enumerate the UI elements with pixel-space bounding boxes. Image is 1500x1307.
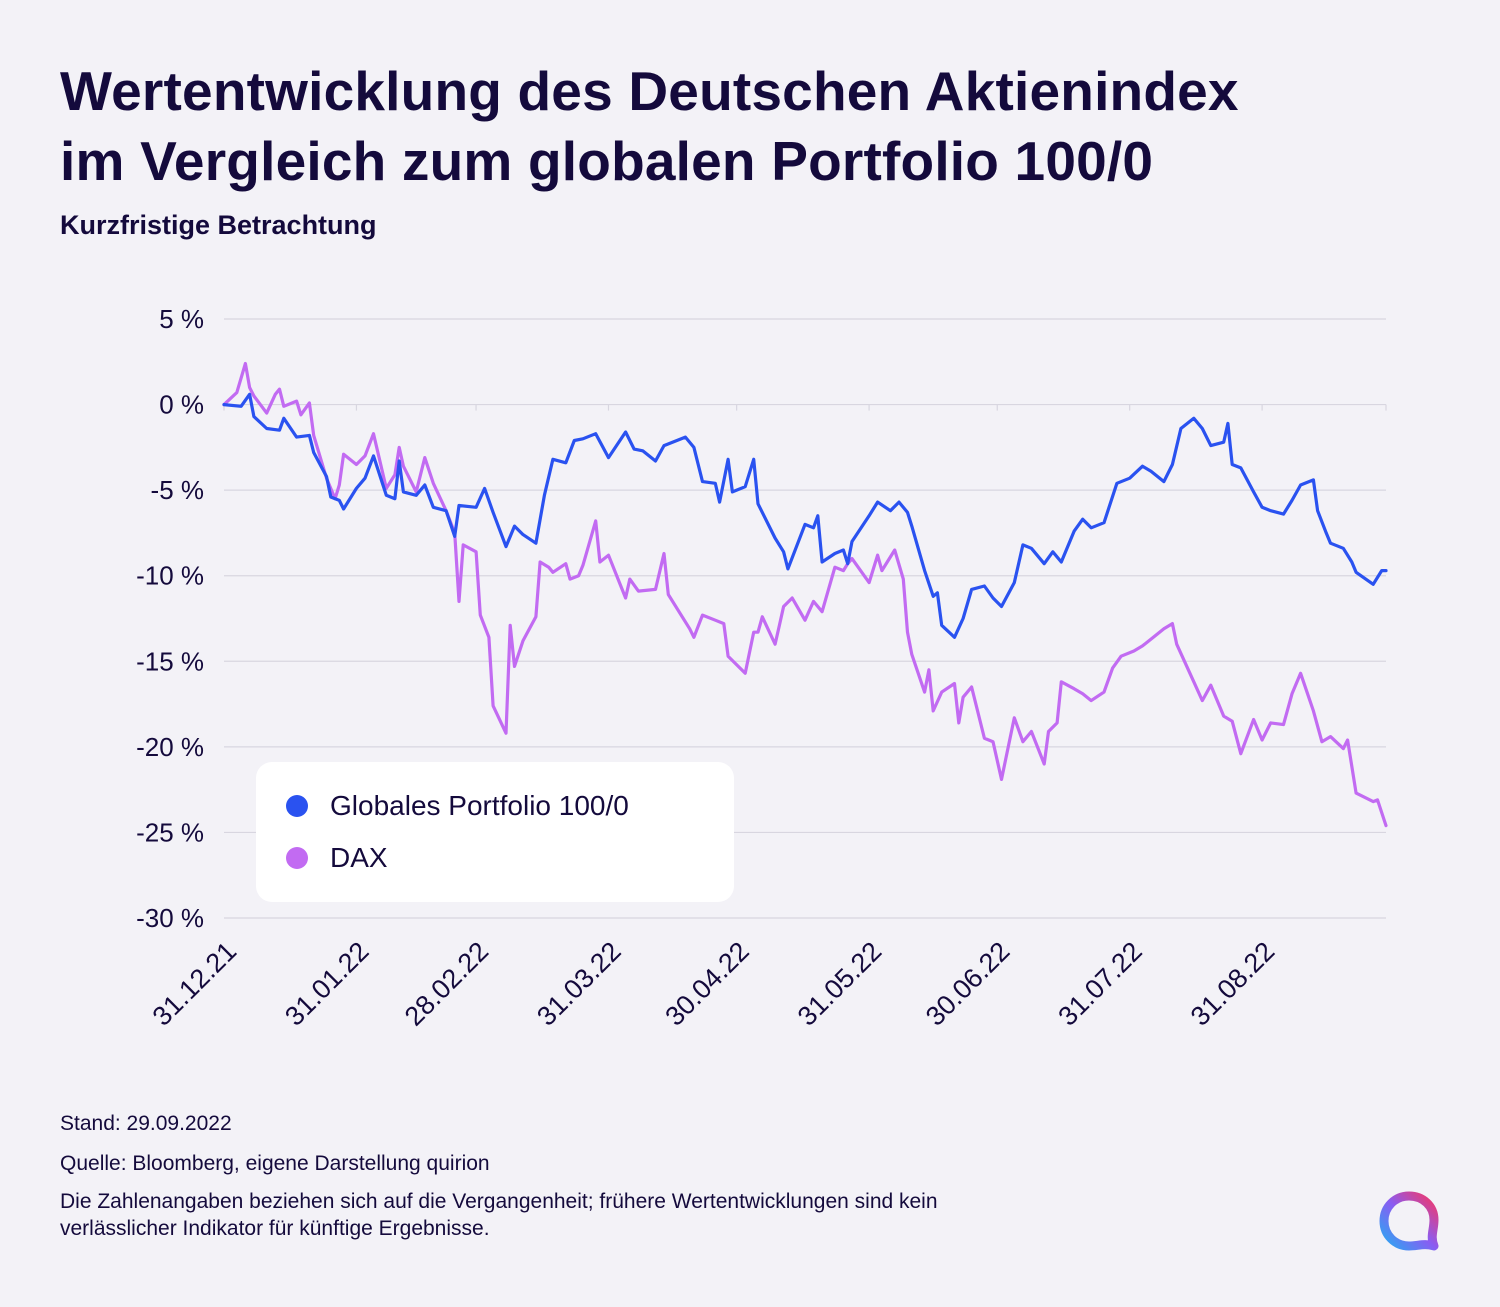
- x-tick-label: 31.08.22: [1185, 936, 1281, 1032]
- chart-legend: Globales Portfolio 100/0 DAX: [256, 762, 734, 902]
- footer-disclaimer-line-1: Die Zahlenangaben beziehen sich auf die …: [60, 1190, 938, 1213]
- chart-title-line-1: Wertentwicklung des Deutschen Aktieninde…: [60, 60, 1239, 122]
- x-tick-label: 31.12.21: [147, 936, 243, 1032]
- legend-label-portfolio: Globales Portfolio 100/0: [330, 790, 629, 821]
- footer-source: Quelle: Bloomberg, eigene Darstellung qu…: [60, 1152, 490, 1175]
- series-line-dax: [222, 361, 1388, 828]
- footer-disclaimer-line-2: verlässlicher Indikator für künftige Erg…: [60, 1217, 490, 1240]
- x-tick-label: 28.02.22: [399, 936, 495, 1032]
- chart-title-line-2: im Vergleich zum globalen Portfolio 100/…: [60, 130, 1154, 192]
- x-tick-label: 31.01.22: [279, 936, 375, 1032]
- legend-marker-dax: [286, 847, 308, 869]
- x-tick-label: 31.05.22: [792, 936, 888, 1032]
- legend-marker-portfolio: [286, 795, 308, 817]
- y-tick-label: -25 %: [136, 817, 204, 847]
- y-tick-label: 5 %: [159, 304, 204, 334]
- legend-item-dax: DAX: [286, 842, 388, 874]
- x-tick-label: 31.03.22: [531, 936, 627, 1032]
- legend-label-dax: DAX: [330, 842, 388, 873]
- y-tick-label: 0 %: [159, 390, 204, 420]
- y-tick-label: -20 %: [136, 732, 204, 762]
- legend-item-portfolio: Globales Portfolio 100/0: [286, 790, 629, 822]
- x-tick-label: 30.06.22: [920, 936, 1016, 1032]
- chart-title: Wertentwicklung des Deutschen Aktieninde…: [60, 56, 1460, 196]
- footer-date: Stand: 29.09.2022: [60, 1112, 232, 1135]
- x-axis-ticks: 31.12.21 31.01.22 28.02.22 31.03.22 30.04.22…: [147, 936, 1281, 1032]
- quirion-logo-icon: [1379, 1191, 1439, 1251]
- footer-disclaimer: Die Zahlenangaben beziehen sich auf die …: [60, 1188, 938, 1242]
- chart-subtitle: Kurzfristige Betrachtung: [60, 210, 377, 240]
- x-tick-label: 31.07.22: [1052, 936, 1148, 1032]
- y-tick-label: -30 %: [136, 903, 204, 933]
- y-tick-label: -10 %: [136, 561, 204, 591]
- x-tick-label: 30.04.22: [659, 936, 755, 1032]
- y-tick-label: -15 %: [136, 646, 204, 676]
- series-line-portfolio: [222, 392, 1388, 639]
- y-axis-ticks: 5 % 0 % -5 % -10 % -15 % -20 % -25 % -30 %: [136, 304, 204, 933]
- chart-series: [222, 361, 1388, 828]
- y-tick-label: -5 %: [151, 475, 204, 505]
